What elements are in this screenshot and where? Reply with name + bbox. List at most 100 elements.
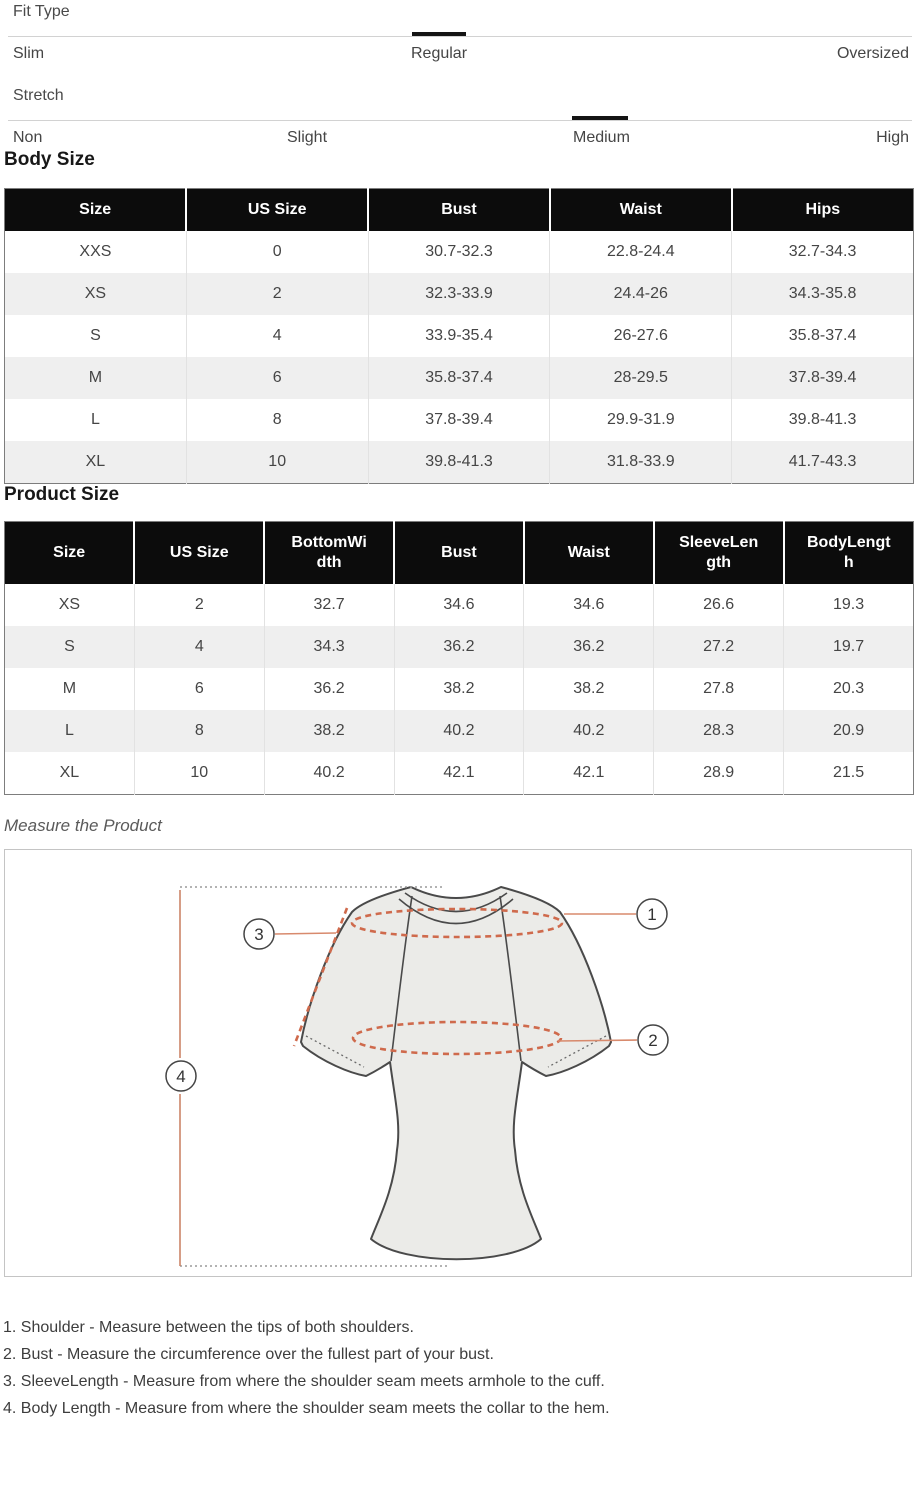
table-cell: S — [4, 626, 135, 668]
table-cell: 10 — [133, 752, 265, 795]
table-cell: 19.7 — [783, 626, 914, 668]
table-cell: 32.3-33.9 — [367, 273, 550, 315]
table-cell: 38.2 — [393, 668, 524, 710]
header-row: Size US Size BottomWi dth Bust Waist SleeveLe… — [4, 521, 914, 584]
table-cell: 30.7-32.3 — [367, 231, 550, 273]
table-row: L 8 38.2 40.2 40.2 28.3 20.9 — [4, 710, 914, 752]
table-cell: 8 — [133, 710, 265, 752]
measurement-diagram: 1 2 3 4 — [4, 849, 912, 1277]
fit-type-selector: Fit Type Slim Regular Oversized — [0, 2, 918, 65]
table-cell: 34.3 — [263, 626, 395, 668]
instruction-bust: 2. Bust - Measure the circumference over… — [3, 1346, 494, 1363]
callout-3-number: 3 — [254, 925, 263, 944]
table-cell: 38.2 — [523, 668, 654, 710]
table-cell: 24.4-26 — [549, 273, 732, 315]
option-medium: Medium — [573, 129, 630, 146]
table-cell: XL — [4, 441, 187, 484]
table-cell: 4 — [133, 626, 265, 668]
fit-type-label: Fit Type — [13, 3, 70, 20]
table-row: XL 10 40.2 42.1 42.1 28.9 21.5 — [4, 752, 914, 795]
selected-indicator — [412, 32, 466, 36]
tshirt-measure-illustration: 1 2 3 4 — [165, 886, 669, 1267]
table-cell: 20.9 — [783, 710, 914, 752]
callout-circles: 1 2 3 4 — [165, 898, 669, 1092]
table-cell: 34.3-35.8 — [731, 273, 914, 315]
callout-3-circle — [243, 918, 275, 950]
table-cell: 41.7-43.3 — [731, 441, 914, 484]
table-cell: 40.2 — [523, 710, 654, 752]
table-cell: 32.7-34.3 — [731, 231, 914, 273]
table-cell: 4 — [185, 315, 369, 357]
callout-4-number: 4 — [176, 1067, 185, 1086]
table-cell: 35.8-37.4 — [367, 357, 550, 399]
callout-leader-lines — [274, 913, 638, 1042]
table-cell: 27.2 — [653, 626, 784, 668]
column-header: US Size — [185, 188, 369, 231]
column-header: Waist — [522, 521, 654, 584]
table-cell: 34.6 — [393, 584, 524, 626]
selected-indicator — [572, 116, 628, 120]
table-cell: 8 — [185, 399, 369, 441]
sleeve-length-dashed-line — [292, 907, 349, 1047]
table-cell: 42.1 — [523, 752, 654, 795]
table-cell: 34.6 — [523, 584, 654, 626]
table-row: XS 2 32.3-33.9 24.4-26 34.3-35.8 — [4, 273, 914, 315]
body-size-title: Body Size — [4, 149, 95, 170]
stretch-track — [8, 116, 912, 121]
table-cell: 6 — [133, 668, 265, 710]
bust-dashed-ellipse — [351, 1020, 563, 1056]
table-cell: 26.6 — [653, 584, 784, 626]
body-size-table: Size US Size Bust Waist Hips XXS 0 30.7-32.3 22… — [4, 188, 914, 484]
callout-1-number: 1 — [647, 905, 656, 924]
column-header: Size — [4, 521, 135, 584]
table-cell: M — [4, 357, 187, 399]
option-oversized: Oversized — [836, 45, 909, 62]
table-cell: 42.1 — [393, 752, 524, 795]
column-header: Hips — [730, 188, 914, 231]
callout-4-circle — [165, 1060, 197, 1092]
product-size-table: Size US Size BottomWi dth Bust Waist SleeveLe… — [4, 521, 914, 795]
option-slight: Slight — [287, 129, 328, 146]
instruction-shoulder: 1. Shoulder - Measure between the tips o… — [3, 1319, 414, 1336]
stretch-label: Stretch — [13, 87, 64, 104]
column-header: BottomWi dth — [263, 521, 395, 584]
table-row: XL 10 39.8-41.3 31.8-33.9 41.7-43.3 — [4, 441, 914, 484]
column-header: Waist — [548, 188, 732, 231]
table-row: S 4 33.9-35.4 26-27.6 35.8-37.4 — [4, 315, 914, 357]
table-cell: 31.8-33.9 — [549, 441, 732, 484]
table-cell: 33.9-35.4 — [367, 315, 550, 357]
callout-2-circle — [637, 1024, 669, 1056]
table-cell: XS — [4, 273, 187, 315]
column-header: US Size — [133, 521, 265, 584]
table-cell: 28.3 — [653, 710, 784, 752]
table-cell: 40.2 — [263, 752, 395, 795]
tshirt-outline — [300, 886, 612, 1261]
instruction-sleeve-length: 3. SleeveLength - Measure from where the… — [3, 1373, 605, 1390]
option-non: Non — [13, 129, 43, 146]
table-cell: L — [4, 710, 135, 752]
table-cell: 32.7 — [263, 584, 395, 626]
table-cell: XXS — [4, 231, 187, 273]
table-row: XS 2 32.7 34.6 34.6 26.6 19.3 — [4, 584, 914, 626]
table-cell: 28-29.5 — [549, 357, 732, 399]
table-cell: 36.2 — [523, 626, 654, 668]
table-row: S 4 34.3 36.2 36.2 27.2 19.7 — [4, 626, 914, 668]
table-cell: 0 — [185, 231, 369, 273]
body-size-header: Size US Size Bust Waist Hips — [4, 188, 914, 231]
option-high: High — [876, 129, 909, 146]
fit-attribute-selectors: Fit Type Slim Regular Oversized Stretch … — [0, 0, 918, 149]
table-cell: 38.2 — [263, 710, 395, 752]
stretch-selector: Stretch Non Slight Medium High — [0, 86, 918, 149]
fit-type-options: Slim Regular Oversized — [0, 45, 918, 65]
table-cell: 19.3 — [783, 584, 914, 626]
table-cell: 28.9 — [653, 752, 784, 795]
table-cell: 2 — [185, 273, 369, 315]
table-cell: 22.8-24.4 — [549, 231, 732, 273]
table-cell: 36.2 — [263, 668, 395, 710]
body-size-rows: XXS 0 30.7-32.3 22.8-24.4 32.7-34.3 XS 2 32.3-3… — [4, 231, 914, 484]
table-cell: 35.8-37.4 — [731, 315, 914, 357]
option-slim: Slim — [13, 45, 45, 62]
option-regular: Regular — [411, 45, 468, 62]
column-header: BodyLengt h — [782, 521, 914, 584]
table-cell: 37.8-39.4 — [731, 357, 914, 399]
